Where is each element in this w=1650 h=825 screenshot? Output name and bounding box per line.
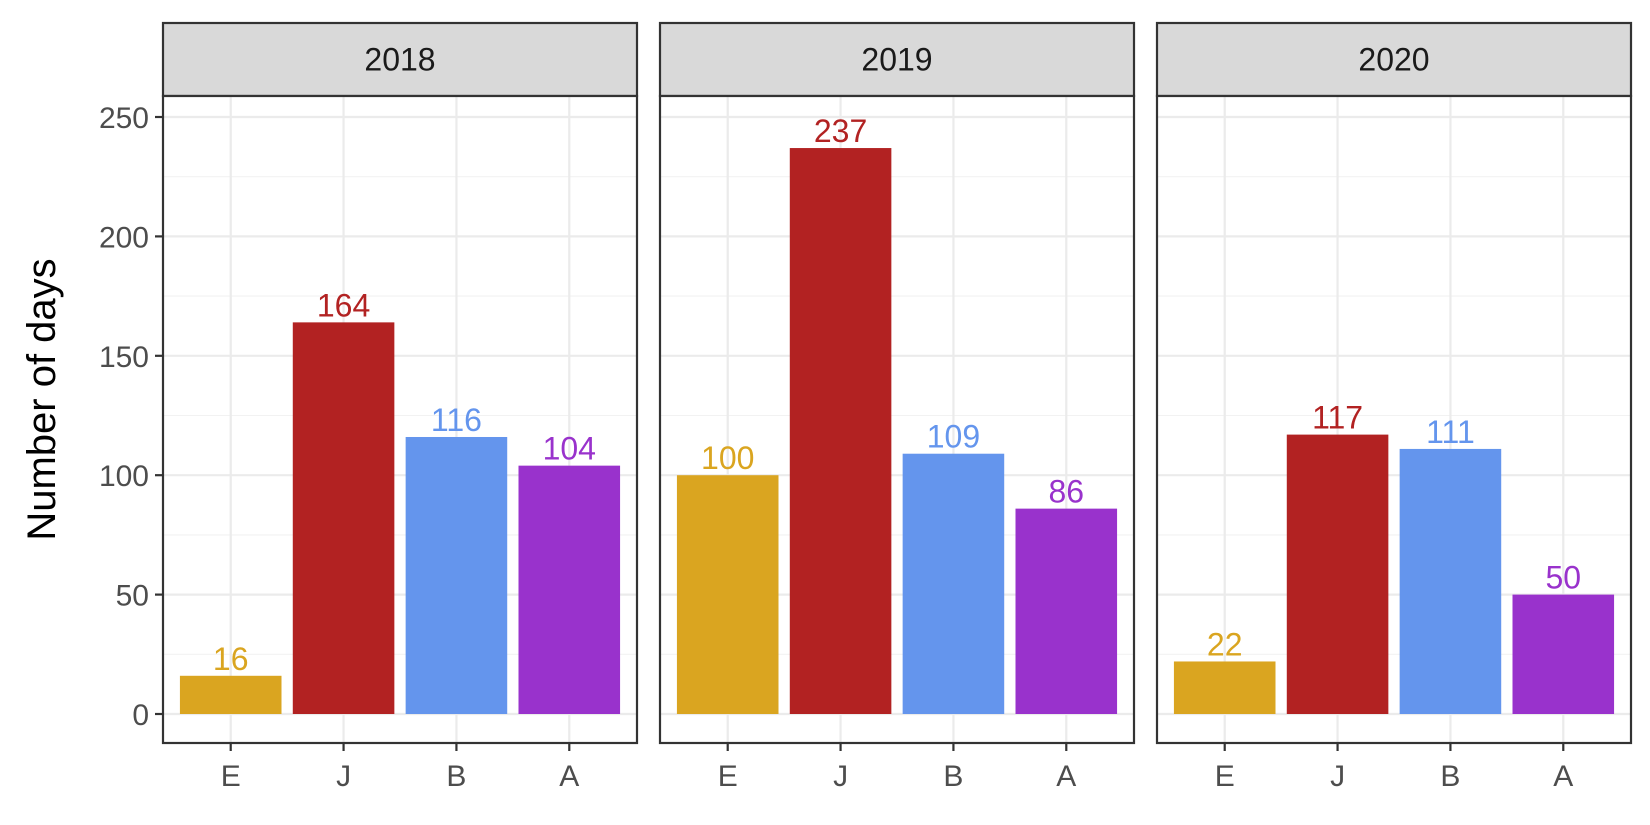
panel-border <box>1155 94 1633 745</box>
bar-value-label: 111 <box>1426 414 1475 450</box>
bar-value-label: 50 <box>1545 560 1581 596</box>
y-tick-label: 150 <box>99 341 149 374</box>
x-tick-label: B <box>943 760 963 793</box>
y-tick-label: 50 <box>116 580 149 613</box>
x-tick-label: J <box>833 760 848 793</box>
facet-panel-2020: 2020 22 117 111 50 E J B A <box>1155 21 1633 793</box>
y-tick-label: 0 <box>132 699 149 732</box>
x-tick-label: E <box>1215 760 1235 793</box>
bar-2020-E <box>1173 661 1276 714</box>
y-axis-title: Number of days <box>20 258 64 540</box>
bar-value-label: 237 <box>814 113 867 149</box>
x-tick-label: B <box>1440 760 1460 793</box>
bar-2018-B <box>405 436 508 714</box>
bar-value-label: 117 <box>1312 400 1363 436</box>
x-tick-label: B <box>446 760 466 793</box>
bar-value-label: 116 <box>431 402 482 438</box>
x-tick-label: A <box>559 760 579 793</box>
facet-strip-label: 2018 <box>364 42 435 78</box>
y-tick-label: 250 <box>99 102 149 135</box>
bar-value-label: 164 <box>317 287 370 323</box>
bar-2019-E <box>676 475 779 714</box>
bar-2019-A <box>1015 508 1118 714</box>
bar-value-label: 16 <box>213 641 249 677</box>
bar-2020-A <box>1512 594 1615 714</box>
bar-value-label: 22 <box>1207 626 1243 662</box>
facet-strip <box>161 21 639 98</box>
bar-2018-E <box>179 675 282 714</box>
facet-strip <box>1155 21 1633 98</box>
bar-2020-J <box>1286 434 1389 714</box>
facet-panel-2019: 2019 100 237 109 86 E J B A <box>658 21 1136 793</box>
y-axis: 0 50 100 150 200 250 <box>99 102 163 732</box>
x-tick-label: A <box>1056 760 1076 793</box>
bar-2018-J <box>292 322 395 714</box>
x-tick-label: J <box>336 760 351 793</box>
bar-value-label: 100 <box>701 440 754 476</box>
x-tick-label: A <box>1553 760 1573 793</box>
panel-border <box>161 94 639 745</box>
bar-2019-J <box>789 148 892 714</box>
bar-value-label: 109 <box>927 419 980 455</box>
y-tick-label: 100 <box>99 460 149 493</box>
x-tick-label: E <box>718 760 738 793</box>
bar-2019-B <box>902 453 1005 714</box>
bar-2020-B <box>1399 448 1502 714</box>
facet-panel-2018: 2018 16 164 116 104 E J B A <box>161 21 639 793</box>
x-tick-label: J <box>1330 760 1345 793</box>
y-tick-label: 200 <box>99 221 149 254</box>
bar-value-label: 104 <box>543 431 596 467</box>
panel-border <box>658 94 1136 745</box>
bar-2018-A <box>518 465 621 714</box>
facet-strip-label: 2020 <box>1358 42 1429 78</box>
facet-strip-label: 2019 <box>861 42 932 78</box>
bar-value-label: 86 <box>1048 474 1084 510</box>
x-tick-label: E <box>221 760 241 793</box>
facet-strip <box>658 21 1136 98</box>
